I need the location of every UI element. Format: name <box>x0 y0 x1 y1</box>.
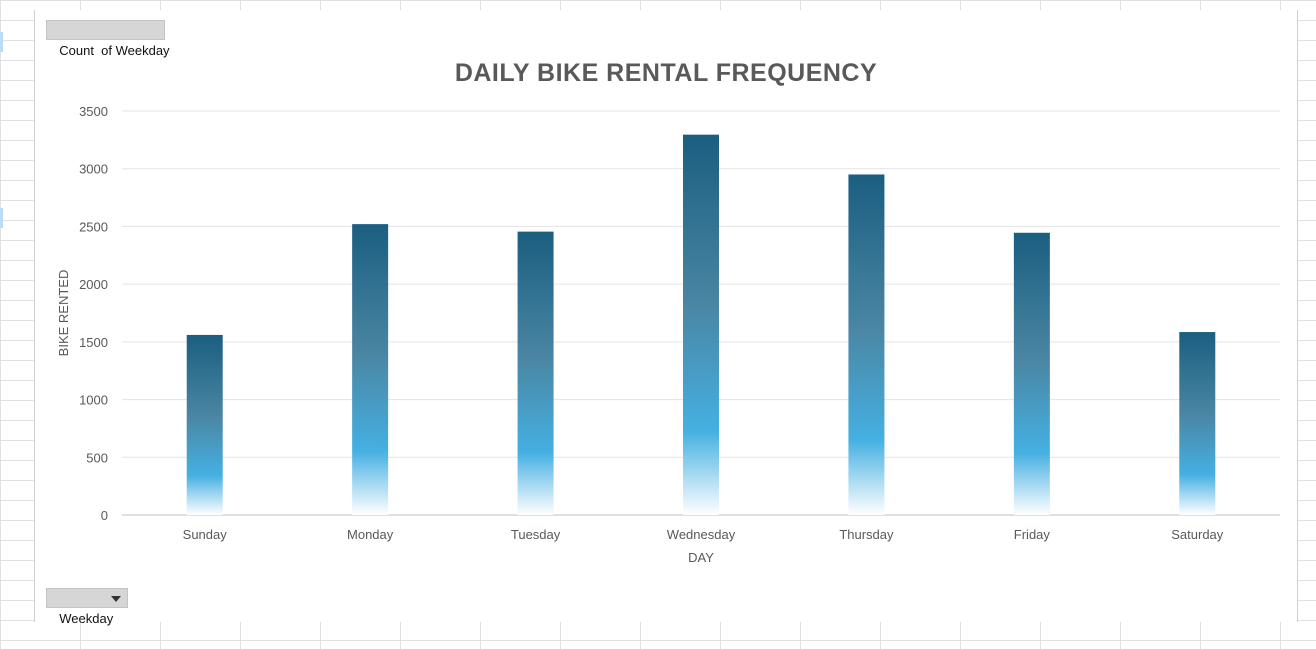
y-tick-label: 3500 <box>79 104 108 119</box>
dropdown-arrow-icon[interactable] <box>111 596 121 602</box>
y-tick-label: 3000 <box>79 162 108 177</box>
x-tick-label: Sunday <box>183 527 228 542</box>
selection-indicator <box>0 208 3 228</box>
y-axis-title[interactable]: BIKE RENTED <box>56 270 71 357</box>
x-tick-label: Thursday <box>839 527 894 542</box>
bar-sunday[interactable] <box>186 334 223 515</box>
axis-labels: 0 500 1000 1500 2000 2500 3000 3500 Sunday Monday… <box>79 104 1224 542</box>
selection-indicator <box>0 32 3 52</box>
x-axis-title[interactable]: DAY <box>688 550 714 565</box>
bar-tuesday[interactable] <box>517 231 554 515</box>
value-field-label: Count of Weekday <box>59 43 170 58</box>
x-tick-label: Tuesday <box>511 527 561 542</box>
bar-wednesday[interactable] <box>683 134 719 516</box>
axis-field-label: Weekday <box>59 611 114 626</box>
y-tick-label: 2000 <box>79 277 108 292</box>
y-tick-label: 1500 <box>79 335 108 350</box>
y-tick-label: 2500 <box>79 219 108 234</box>
y-tick-label: 500 <box>86 450 108 465</box>
bar-friday[interactable] <box>1013 232 1050 515</box>
bar-chart: 0 500 1000 1500 2000 2500 3000 3500 Sunday Monday… <box>56 59 1280 565</box>
x-tick-label: Friday <box>1014 527 1051 542</box>
bar-saturday[interactable] <box>1179 332 1216 515</box>
y-tick-label: 0 <box>101 508 108 523</box>
row-header-strip <box>0 0 34 622</box>
x-tick-label: Saturday <box>1171 527 1224 542</box>
pivot-chart-area[interactable] <box>34 10 1298 622</box>
bars <box>186 134 1216 516</box>
x-tick-label: Monday <box>347 527 394 542</box>
x-tick-label: Wednesday <box>667 527 736 542</box>
bar-monday[interactable] <box>352 224 389 515</box>
y-tick-label: 1000 <box>79 393 108 408</box>
chart-title[interactable]: DAILY BIKE RENTAL FREQUENCY <box>455 59 877 87</box>
value-field-button[interactable]: Count of Weekday <box>46 20 170 58</box>
axis-field-button[interactable]: Weekday <box>46 588 128 626</box>
bar-thursday[interactable] <box>848 174 885 515</box>
